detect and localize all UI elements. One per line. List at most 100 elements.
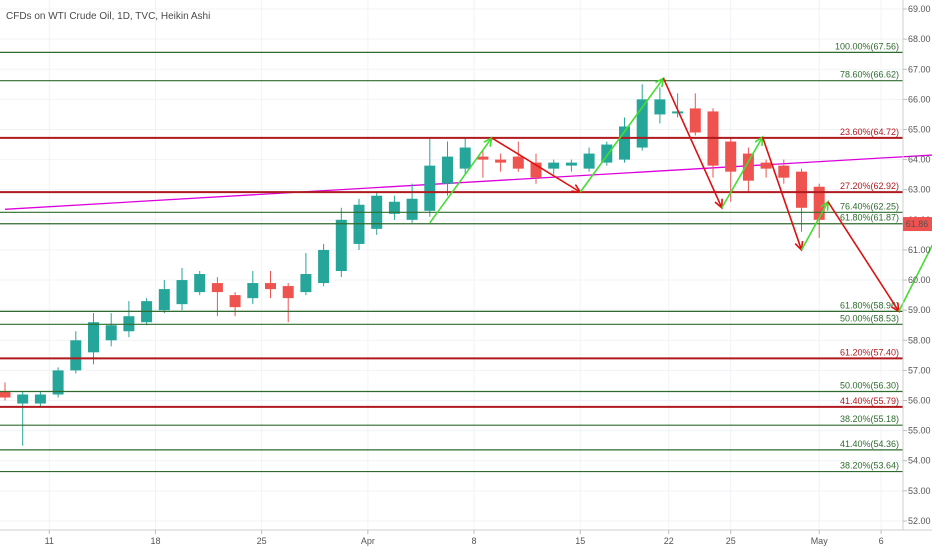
- fib-level-label: 100.00%(67.56): [835, 41, 899, 51]
- candle-down: [778, 159, 790, 184]
- candle-body: [17, 394, 29, 404]
- time-tick-label: 25: [257, 536, 267, 546]
- price-tick-label: 59.00: [908, 305, 931, 315]
- fib-level-label: 50.00%(58.53): [840, 313, 899, 323]
- candle-up: [34, 391, 46, 407]
- candle-down: [211, 277, 223, 317]
- price-tick-label: 57.00: [908, 365, 931, 375]
- fib-level-label: 50.00%(56.30): [840, 380, 899, 390]
- time-tick-label: 25: [726, 536, 736, 546]
- candle-down: [282, 283, 294, 323]
- candle-down: [477, 150, 489, 178]
- candle-up: [388, 195, 400, 220]
- candle-body: [760, 162, 772, 169]
- wave-arrows-layer: [429, 76, 932, 313]
- fib-level-label: 23.60%(64.72): [840, 127, 899, 137]
- candle-body: [636, 99, 648, 148]
- candle-body: [300, 274, 312, 293]
- candle-up: [176, 268, 188, 311]
- candle-down: [796, 168, 807, 232]
- wave-arrow-shaft: [800, 201, 829, 251]
- time-tick-label: Apr: [361, 536, 375, 546]
- candle-up: [619, 117, 630, 163]
- candle-up: [318, 243, 330, 287]
- candle-body: [583, 153, 595, 169]
- price-tick-label: 56.00: [908, 396, 931, 406]
- candle-up: [583, 147, 595, 172]
- candle-up: [247, 271, 259, 305]
- wave-arrow-up: [898, 243, 932, 312]
- fib-level-label: 38.20%(53.64): [840, 461, 899, 471]
- candle-body: [495, 159, 507, 163]
- candle-down: [689, 93, 701, 136]
- time-tick-label: 18: [150, 536, 160, 546]
- candle-up: [459, 138, 471, 175]
- fib-level-label: 27.20%(62.92): [840, 181, 899, 191]
- chart-title: CFDs on WTI Crude Oil, 1D, TVC, Heikin A…: [6, 11, 210, 22]
- candle-body: [335, 219, 347, 272]
- candle-body: [601, 144, 613, 163]
- candle-up: [442, 141, 453, 196]
- candle-body: [654, 99, 666, 115]
- candle-body: [512, 156, 524, 169]
- candle-up: [105, 313, 117, 347]
- candle-down: [760, 159, 772, 178]
- candle-down: [495, 153, 507, 172]
- candle-body: [672, 111, 684, 114]
- candle-up: [406, 183, 418, 223]
- candle-body: [477, 156, 489, 160]
- candle-body: [265, 283, 276, 290]
- time-tick-label: 8: [472, 536, 477, 546]
- wave-arrow-shaft: [761, 136, 803, 251]
- wave-arrow-shaft: [491, 137, 581, 193]
- wave-arrow-shaft: [827, 201, 900, 312]
- fib-level-label: 41.40%(55.79): [840, 396, 899, 406]
- price-axis[interactable]: 69.0068.0067.0066.0065.0064.0063.0062.00…: [903, 4, 931, 526]
- candle-body: [34, 394, 46, 404]
- fib-levels-layer: 100.00%(67.56) 78.60%(66.62) 23.60%(64.72)…: [0, 41, 903, 473]
- candle-up: [654, 87, 666, 124]
- candle-up: [353, 198, 365, 250]
- last-price-label: 61.86: [906, 219, 929, 229]
- last-price-tag-bg: [903, 217, 932, 232]
- candle-body: [725, 141, 737, 172]
- candle-up: [548, 159, 560, 175]
- candle-body: [211, 283, 223, 293]
- candle-up: [52, 367, 64, 398]
- candle-down: [530, 153, 542, 184]
- fib-level-label: 61.80%(58.96): [840, 300, 899, 310]
- candle-body: [353, 204, 365, 244]
- candle-body: [123, 316, 135, 332]
- candle-up: [672, 93, 684, 118]
- candle-body: [105, 325, 117, 341]
- candle-body: [619, 126, 630, 160]
- time-tick-label: May: [811, 536, 829, 546]
- candle-body: [229, 295, 241, 308]
- candle-body: [548, 162, 560, 169]
- wave-arrow-shaft: [662, 77, 723, 209]
- wave-arrow-shaft: [429, 137, 493, 224]
- candle-body: [318, 249, 330, 284]
- trendline-layer: [4, 154, 932, 210]
- price-tick-label: 64.00: [908, 155, 931, 165]
- candle-up: [335, 207, 347, 278]
- candle-up: [194, 271, 206, 296]
- wave-arrow-shaft: [898, 243, 932, 312]
- last-price-tag: 61.86: [903, 217, 932, 232]
- fib-level-label: 61.20%(57.40): [840, 347, 899, 357]
- candle-body: [406, 198, 418, 220]
- time-axis[interactable]: 111825Apr8152225May613: [45, 530, 932, 546]
- candle-body: [689, 108, 701, 133]
- candle-down: [229, 292, 241, 317]
- candle-up: [70, 331, 82, 374]
- price-tick-label: 55.00: [908, 426, 931, 436]
- trendline: [4, 154, 932, 210]
- fib-level-label: 78.60%(66.62): [840, 70, 899, 80]
- candle-up: [565, 159, 577, 172]
- candle-body: [742, 153, 754, 181]
- candle-body: [282, 286, 294, 299]
- candle-up: [636, 84, 648, 151]
